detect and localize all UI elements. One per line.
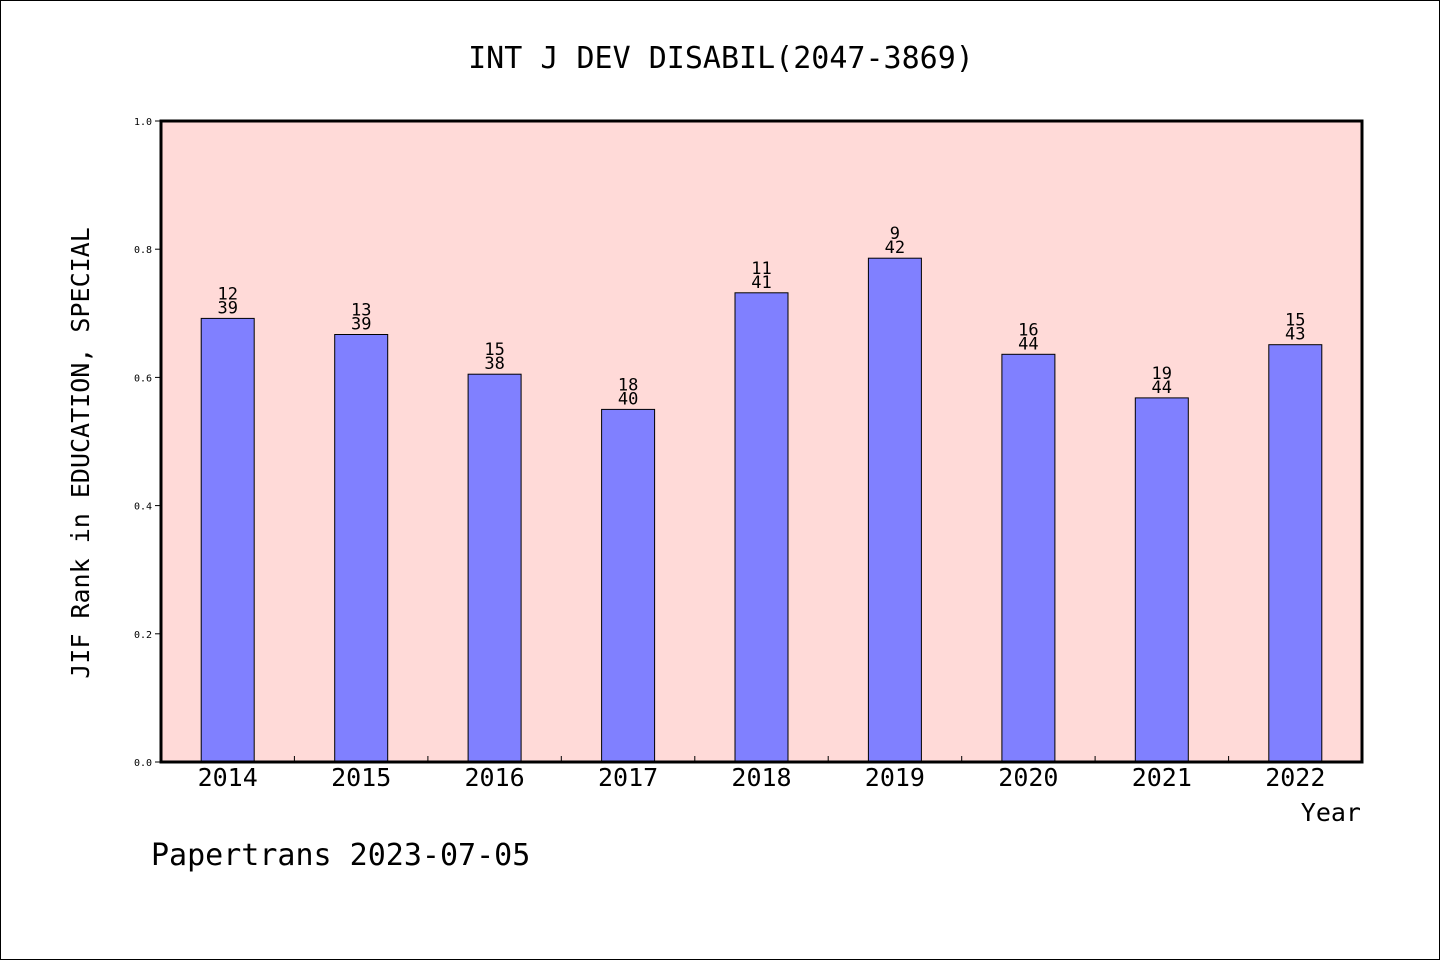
- y-tick-label: 0.0: [134, 758, 152, 769]
- total-label-2017: 40: [618, 389, 638, 409]
- plot-border: [159, 119, 1364, 764]
- y-tick-label: 1.0: [134, 117, 152, 128]
- y-axis: 0.0 0.2 0.4 0.6 0.8 1.0: [134, 117, 161, 769]
- bar-2014: [200, 317, 255, 763]
- bar-2015: [334, 334, 389, 763]
- bar-2017: [601, 408, 656, 763]
- bar-2021: [1134, 397, 1189, 763]
- x-tick-label-2018: 2018: [731, 763, 791, 792]
- chart-title: INT J DEV DISABIL(2047-3869): [468, 41, 974, 76]
- footer-credit: Papertrans 2023-07-05: [151, 838, 530, 873]
- rank-label-2018: 11: [751, 259, 771, 279]
- rank-label-2015: 13: [351, 301, 371, 321]
- total-label-2016: 38: [484, 354, 504, 374]
- rank-label-2021: 19: [1152, 364, 1172, 384]
- rank-label-2020: 16: [1018, 320, 1038, 340]
- rank-label-2014: 12: [217, 284, 237, 304]
- x-axis-label: Year: [1301, 798, 1361, 827]
- total-label-2019: 42: [885, 238, 905, 258]
- bar-2019: [867, 257, 922, 763]
- total-label-2020: 44: [1018, 334, 1038, 354]
- x-axis: 2014 2015 2016 2017 2018 2019 2020 2021 2022: [198, 756, 1325, 792]
- y-tick-label: 0.8: [134, 245, 152, 256]
- y-tick-label: 0.6: [134, 373, 152, 384]
- rank-label-2022: 15: [1285, 311, 1305, 331]
- x-tick-label-2020: 2020: [998, 763, 1058, 792]
- rank-label-2019: 9: [890, 224, 900, 244]
- x-tick-label-2019: 2019: [865, 763, 925, 792]
- total-label-2021: 44: [1152, 378, 1172, 398]
- x-tick-label-2014: 2014: [198, 763, 258, 792]
- bar-2022: [1268, 344, 1323, 763]
- total-label-2014: 39: [217, 298, 237, 318]
- total-label-2015: 39: [351, 315, 371, 335]
- bar-2016: [467, 373, 522, 763]
- total-label-2022: 43: [1285, 325, 1305, 345]
- y-axis-label: JIF Rank in EDUCATION, SPECIAL: [66, 227, 95, 679]
- y-tick-label: 0.2: [134, 630, 152, 641]
- bar-2018: [734, 292, 789, 763]
- total-label-2018: 41: [751, 273, 771, 293]
- y-tick-label: 0.4: [134, 502, 152, 513]
- x-tick-label-2016: 2016: [464, 763, 524, 792]
- rank-label-2016: 15: [484, 340, 504, 360]
- rank-label-2017: 18: [618, 375, 638, 395]
- x-tick-label-2021: 2021: [1132, 763, 1192, 792]
- x-tick-label-2015: 2015: [331, 763, 391, 792]
- x-tick-label-2017: 2017: [598, 763, 658, 792]
- bars: [200, 257, 1323, 763]
- x-tick-label-2022: 2022: [1265, 763, 1325, 792]
- bar-2020: [1001, 353, 1056, 763]
